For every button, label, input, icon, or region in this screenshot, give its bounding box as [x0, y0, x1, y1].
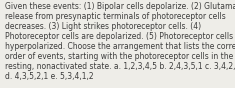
Text: Given these events: (1) Bipolar cells depolarize. (2) Glutamate
release from pre: Given these events: (1) Bipolar cells de… [5, 2, 235, 81]
